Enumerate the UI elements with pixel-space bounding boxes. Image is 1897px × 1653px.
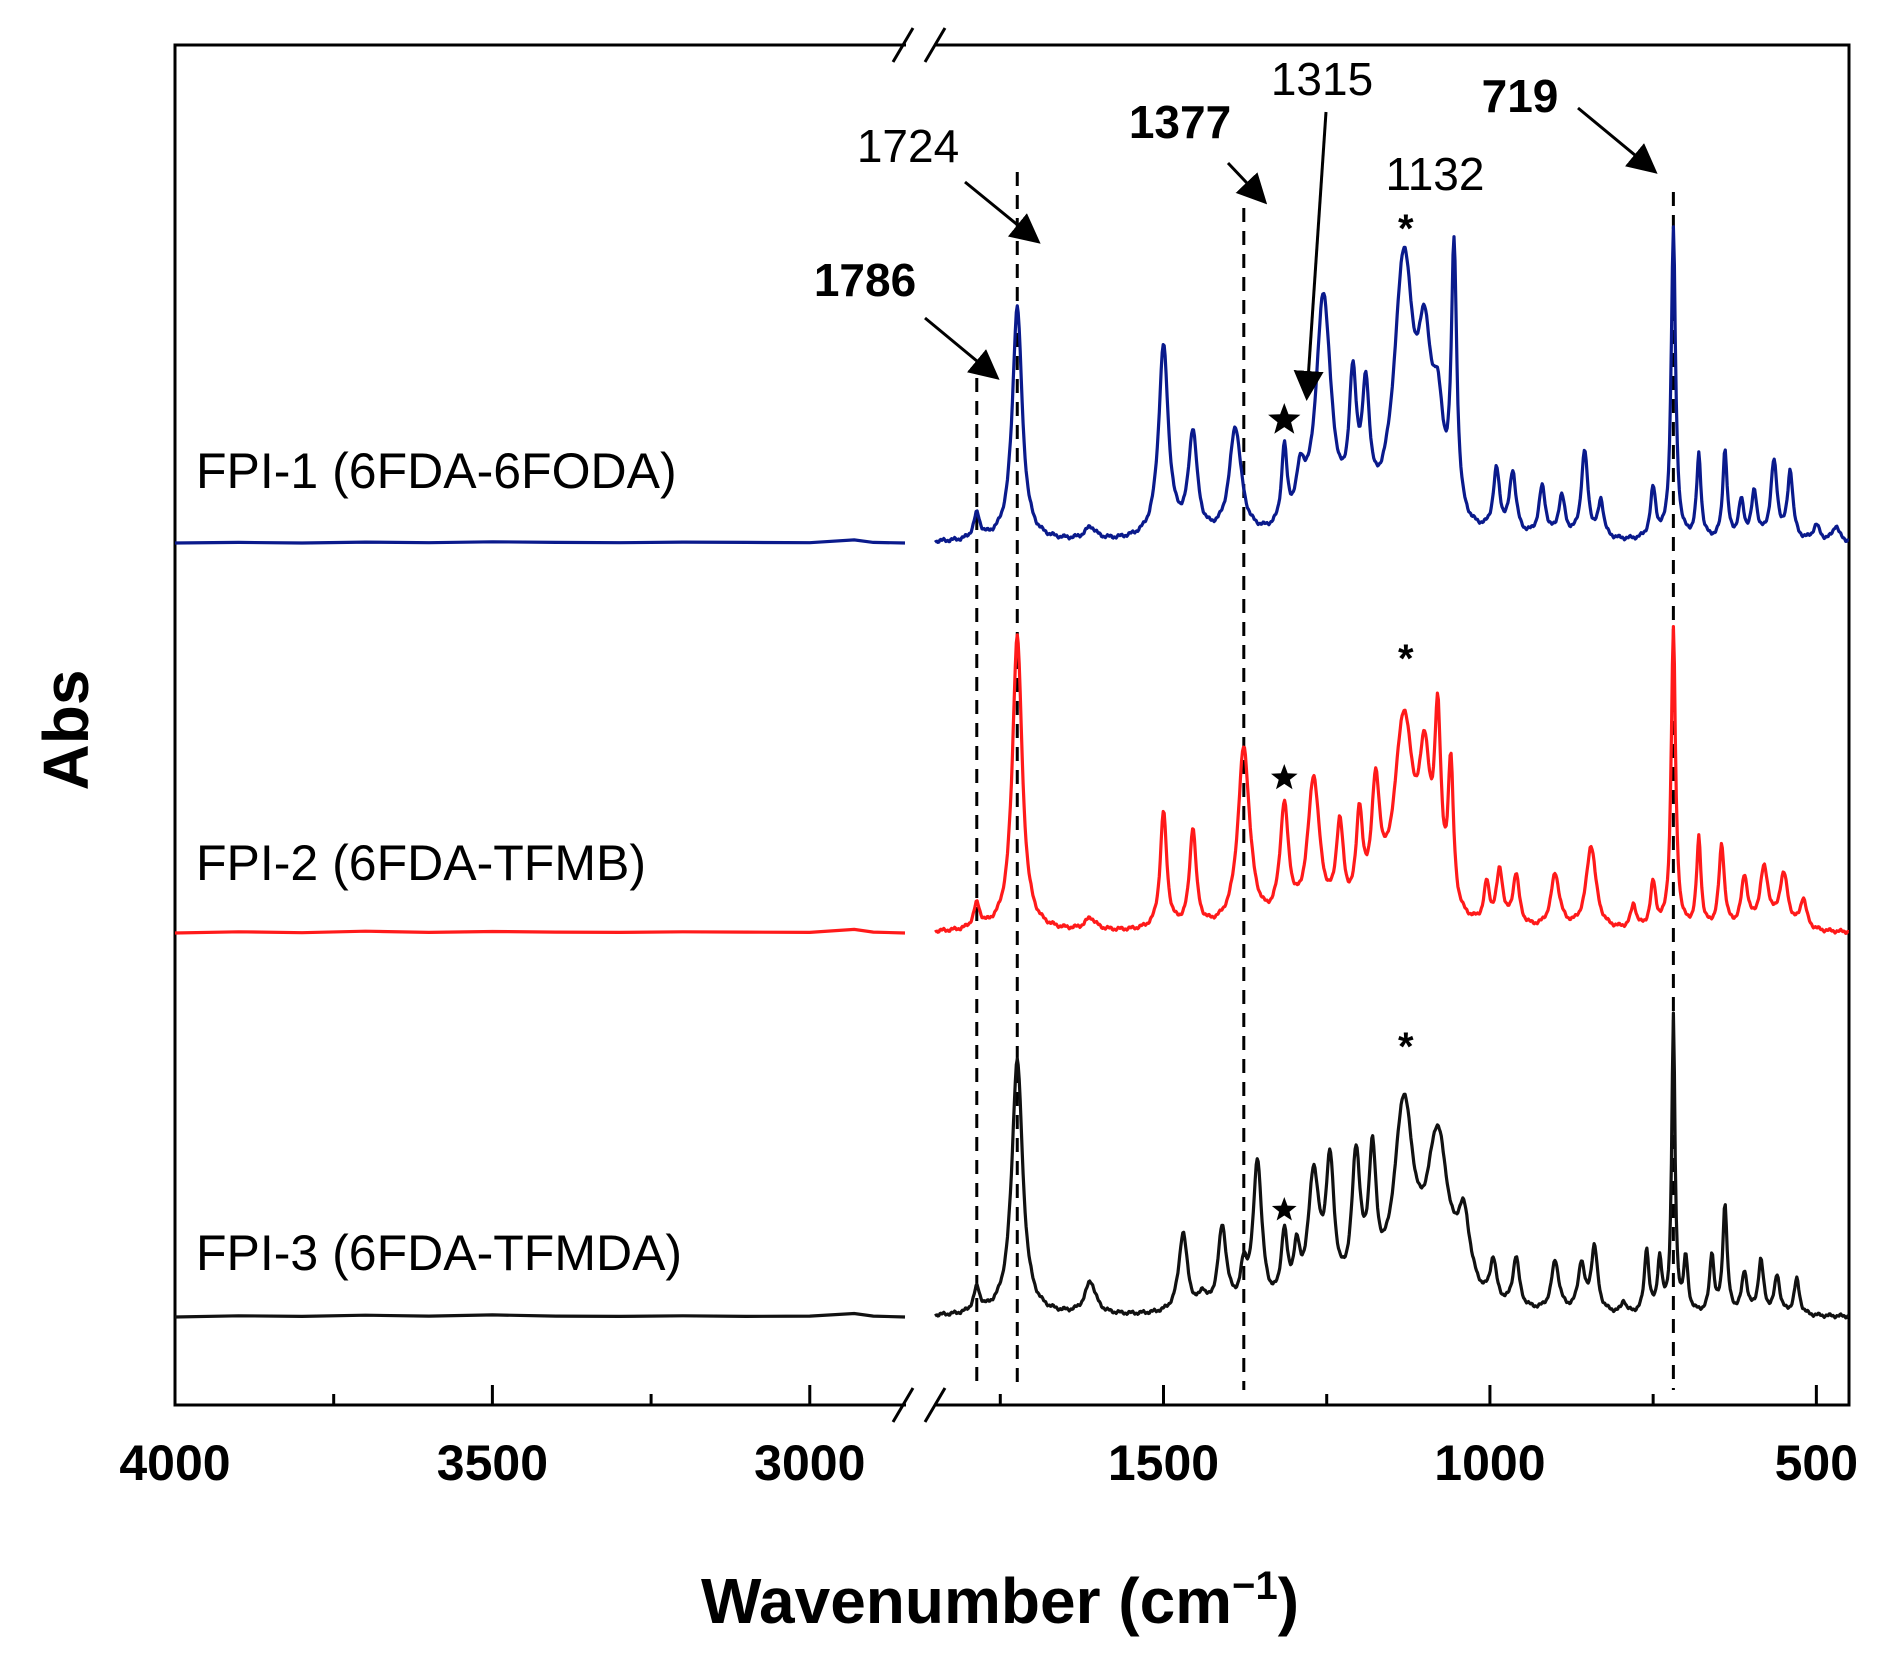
y-axis-label: Abs — [30, 670, 102, 791]
axis-break-gap — [906, 1399, 934, 1411]
star-marker — [1271, 1197, 1297, 1221]
peak-arrow — [1293, 111, 1328, 401]
series-3 — [174, 1011, 1850, 1320]
plot-frame — [173, 43, 1851, 1407]
peak-label: 1786 — [814, 254, 916, 306]
x-axis-label-main: Wavenumber (cm — [701, 1565, 1232, 1637]
star-marker — [1268, 403, 1301, 434]
peak-markers: * * * — [1268, 207, 1414, 1221]
peak-label: 1132 — [1386, 148, 1485, 200]
x-tick-label: 3000 — [754, 1435, 865, 1491]
axis-break-slash — [891, 1387, 915, 1423]
axis-break-gap — [906, 39, 934, 51]
peak-arrow — [964, 180, 1041, 244]
series-label: FPI-2 (6FDA-TFMB) — [196, 835, 646, 891]
x-tick-label: 500 — [1775, 1435, 1858, 1491]
series-label: FPI-1 (6FDA-6FODA) — [196, 443, 677, 499]
asterisk-marker: * — [1398, 207, 1414, 251]
peak-label: 1377 — [1129, 96, 1231, 148]
series-line-left — [174, 1311, 906, 1319]
series-1 — [174, 225, 1850, 545]
series-labels: FPI-1 (6FDA-6FODA) FPI-2 (6FDA-TFMB) FPI-3… — [196, 443, 682, 1281]
x-tick-label: 1500 — [1108, 1435, 1219, 1491]
x-tick-label: 3500 — [437, 1435, 548, 1491]
plot-area — [173, 43, 1851, 1407]
axis-break-slash — [923, 1387, 947, 1423]
asterisk-marker: * — [1398, 1025, 1414, 1069]
x-axis: 4000 3500 3000 1500 1000 500 — [119, 27, 1858, 1491]
series-2 — [174, 625, 1850, 935]
series-line-right — [934, 225, 1850, 544]
x-axis-label: Wavenumber (cm−1) — [701, 1564, 1299, 1637]
peak-label: 1724 — [857, 120, 959, 172]
peak-arrow — [1226, 161, 1268, 205]
reference-lines — [975, 172, 1675, 1390]
x-tick-label: 1000 — [1434, 1435, 1545, 1491]
series-line-right — [934, 625, 1850, 935]
series-line-left — [174, 927, 906, 935]
axis-break-slash — [923, 27, 947, 63]
series-group — [174, 225, 1850, 1320]
x-axis-label-superscript: −1 — [1232, 1564, 1278, 1608]
series-line-right — [934, 1011, 1850, 1320]
peak-arrow — [924, 316, 1000, 380]
x-axis-label-close: ) — [1278, 1565, 1299, 1637]
asterisk-marker: * — [1398, 637, 1414, 681]
series-line-left — [174, 538, 906, 545]
peak-label: 719 — [1482, 70, 1559, 122]
peak-arrow — [1577, 106, 1658, 174]
star-marker — [1271, 764, 1298, 790]
series-label: FPI-3 (6FDA-TFMDA) — [196, 1225, 682, 1281]
axis-break-slash — [891, 27, 915, 63]
peak-label: 1315 — [1271, 53, 1373, 105]
x-tick-label: 4000 — [119, 1435, 230, 1491]
